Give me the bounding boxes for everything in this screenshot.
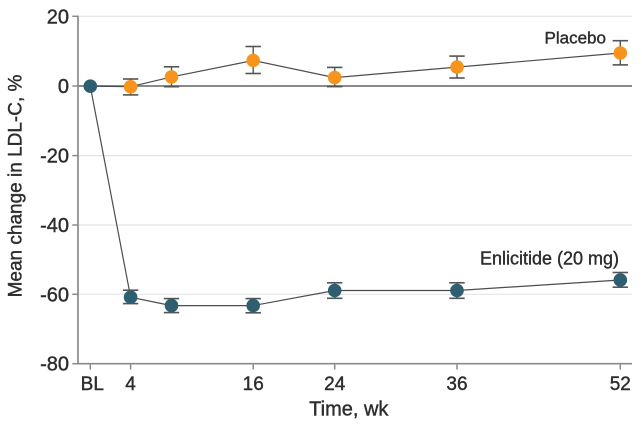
- svg-text:16: 16: [243, 374, 264, 395]
- svg-text:-20: -20: [40, 146, 69, 168]
- svg-text:-80: -80: [40, 354, 69, 376]
- svg-text:4: 4: [125, 374, 136, 395]
- svg-text:-60: -60: [40, 284, 69, 306]
- svg-text:Placebo: Placebo: [545, 29, 606, 48]
- svg-text:20: 20: [47, 6, 69, 28]
- svg-text:-40: -40: [40, 215, 69, 237]
- svg-text:Enlicitide (20 mg): Enlicitide (20 mg): [480, 249, 619, 269]
- svg-text:Mean change in LDL-C, %: Mean change in LDL-C, %: [6, 74, 27, 297]
- svg-text:24: 24: [324, 374, 346, 395]
- svg-text:36: 36: [446, 374, 467, 395]
- svg-text:0: 0: [58, 76, 69, 98]
- svg-text:Time, wk: Time, wk: [309, 399, 389, 421]
- svg-text:52: 52: [610, 374, 631, 395]
- svg-text:BL: BL: [81, 374, 104, 395]
